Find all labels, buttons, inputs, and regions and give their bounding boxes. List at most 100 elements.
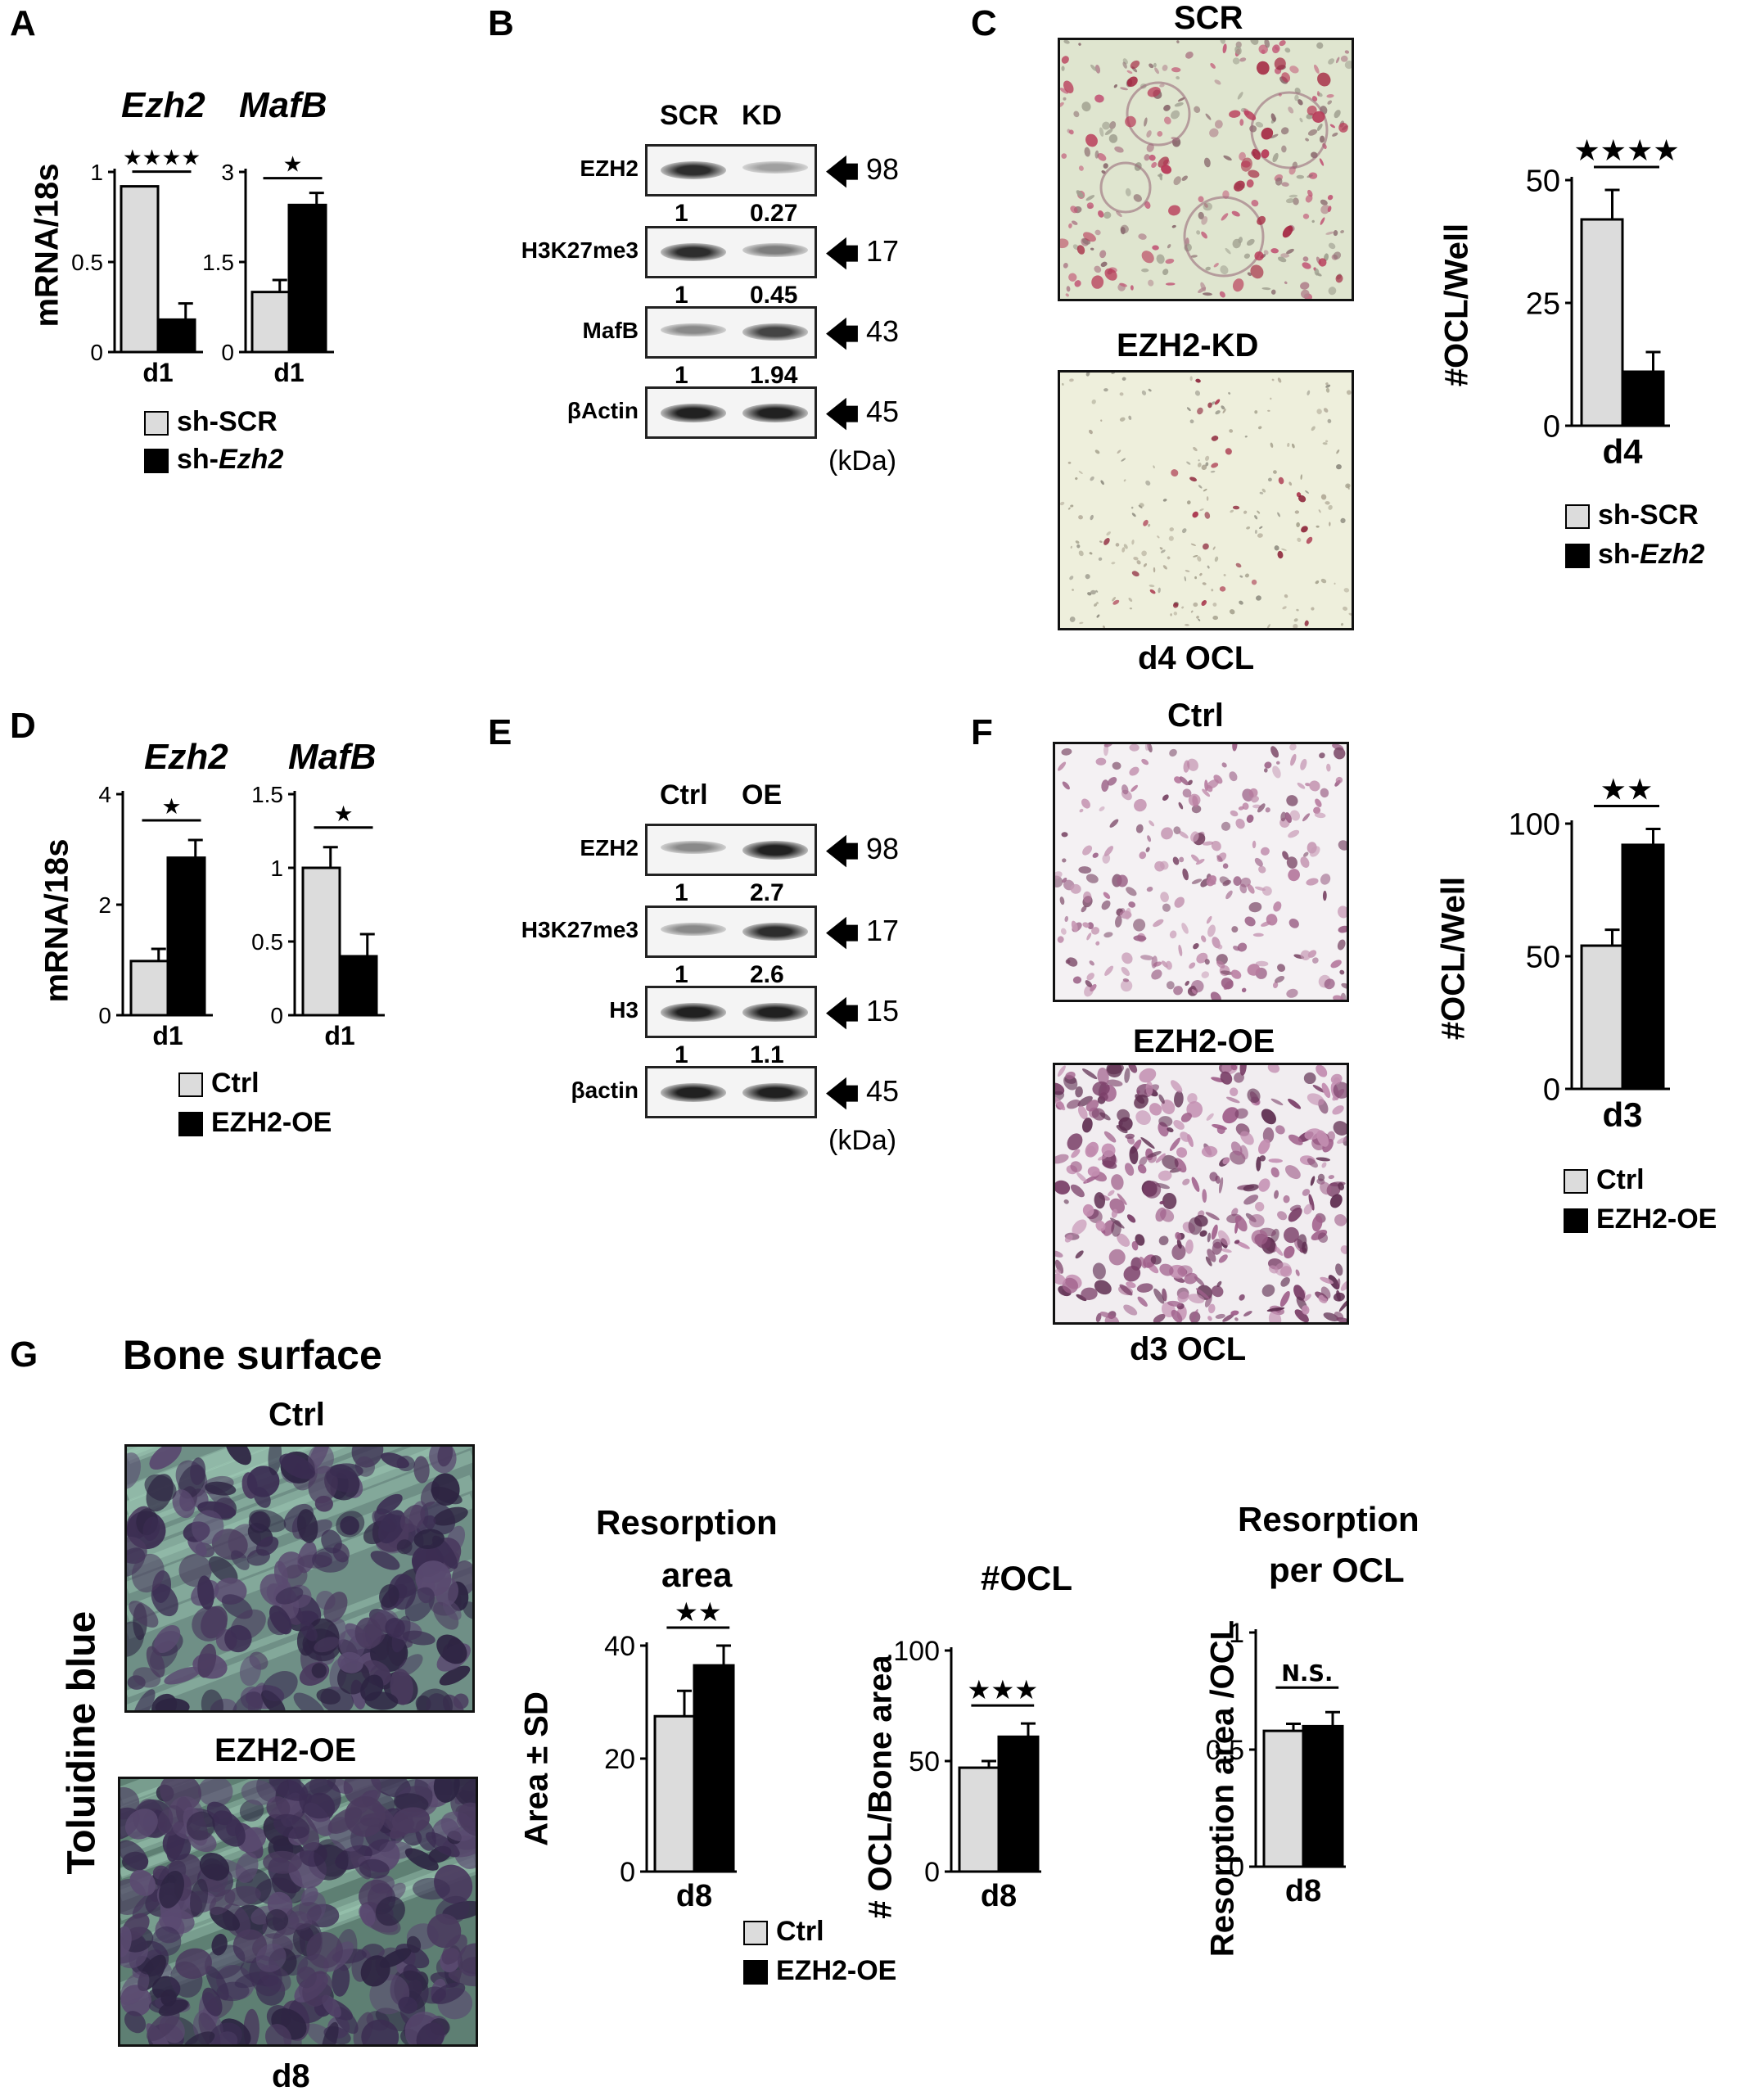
c-photo1-cell — [1149, 63, 1154, 69]
f-photo1-cell — [1067, 957, 1078, 967]
f-photo2-cell — [1334, 1311, 1344, 1320]
g-photo2-cell — [263, 1850, 302, 1874]
c-photo2-cell — [1079, 621, 1084, 625]
c-photo2-cell — [1274, 545, 1279, 551]
f-photo1-cell — [1103, 932, 1113, 938]
g-photo1-cell — [232, 1691, 264, 1710]
d-chart1-title: Ezh2 — [144, 737, 228, 777]
c-photo1-cell — [1094, 150, 1099, 159]
f-photo1-cell — [1252, 933, 1264, 937]
g-photo1-cell — [463, 1601, 472, 1619]
f-photo1-cell — [1306, 878, 1319, 886]
f-photo1-cell — [1289, 810, 1301, 821]
b-band-2-1 — [742, 323, 808, 341]
c-photo1-cell — [1318, 258, 1327, 267]
f-photo2-cell — [1333, 1292, 1345, 1302]
f-photo1-cell — [1303, 851, 1309, 857]
c-photo1-cell — [1316, 123, 1323, 131]
b-band-0-0 — [661, 161, 726, 179]
c-photo1-cell — [1094, 65, 1101, 74]
g-chart1-title-line2: area — [661, 1556, 733, 1594]
g-photo2-cell — [458, 1802, 476, 1837]
c-photo1-cell — [1247, 272, 1252, 277]
c-photo1-cell — [1328, 242, 1336, 250]
c-photo2-cell — [1192, 511, 1198, 518]
c-photo1-cell — [1281, 145, 1287, 153]
f-photo1-cell — [1181, 923, 1189, 934]
f-photo1-cell — [1213, 775, 1223, 784]
c-photo2-cell — [1322, 442, 1328, 445]
c-photo2-cell — [1075, 476, 1078, 481]
f-photo2-cell — [1243, 1311, 1252, 1316]
c-photo2-cell — [1277, 377, 1282, 383]
c-photo1-cell — [1103, 211, 1112, 219]
c-photo2-cell — [1306, 536, 1313, 544]
f-photo1-cell — [1108, 777, 1117, 786]
c-photo2-cell — [1306, 390, 1311, 395]
c-photo1-cell — [1237, 92, 1243, 100]
g-photo2-cell — [241, 1780, 277, 1805]
f-photo2-cell — [1162, 1154, 1179, 1170]
f-photo2-cell — [1295, 1269, 1300, 1276]
f-photo1-cell — [1060, 928, 1067, 935]
g-photo2-cell — [157, 1805, 186, 1836]
f-photo2-cell — [1119, 1284, 1133, 1296]
f-photo1-cell — [1078, 866, 1092, 874]
f-photo1-cell — [1338, 840, 1347, 851]
e-blot-box-3 — [645, 1066, 817, 1118]
c-photo2-cell — [1189, 476, 1198, 482]
c-photo1-cell — [1302, 256, 1309, 262]
c-photo1-cell — [1252, 148, 1261, 160]
c-photo1-cell — [1099, 127, 1104, 137]
f-photo1-cell — [1125, 907, 1131, 920]
f-photo1-cell — [1174, 896, 1185, 908]
g-photo1-cell — [201, 1689, 223, 1710]
f-photo2-cell — [1150, 1255, 1162, 1265]
g-photo2-cell — [296, 1966, 317, 1989]
f-photo2-cell — [1234, 1072, 1244, 1083]
c-chart-ytick-label-0: 50 — [1526, 164, 1560, 198]
c-legend-treat-swatch — [1565, 544, 1590, 568]
g-photo1-cell — [293, 1692, 326, 1710]
c-photo2-cell — [1340, 622, 1344, 626]
g-photo2-cell — [183, 2031, 215, 2044]
c-photo1-cell — [1198, 211, 1204, 219]
f-photo2-cell — [1268, 1311, 1282, 1322]
f-photo2-cell — [1207, 1249, 1216, 1262]
c-photo1-cell — [1306, 105, 1317, 115]
c-photo1-cell — [1177, 97, 1185, 102]
f-photo2-cell — [1336, 1278, 1341, 1289]
c-photo1-cell — [1316, 42, 1324, 49]
f-photo2-cell — [1075, 1250, 1084, 1259]
c-photo1-cell — [1243, 111, 1257, 121]
f-photo2-cell — [1190, 1308, 1198, 1322]
f-photo2-cell — [1136, 1283, 1153, 1293]
f-photo1-cell — [1300, 950, 1311, 960]
c-photo1-cell — [1146, 130, 1152, 138]
f-photo2-cell — [1326, 1131, 1335, 1142]
g-photo2-cell — [120, 1971, 150, 2006]
f-photo1-cell — [1261, 886, 1272, 896]
e-col-1: OE — [742, 779, 783, 811]
c-bottom-title: EZH2-KD — [1117, 327, 1259, 364]
f-photo1-cell — [1210, 991, 1221, 1000]
f-photo1-cell — [1178, 831, 1189, 839]
g-photo1-cell — [436, 1634, 467, 1664]
f-photo1-cell — [1121, 784, 1129, 795]
c-photo1-cell — [1338, 122, 1348, 133]
c-photo2-cell — [1100, 419, 1103, 422]
g-photo2-cell — [327, 1807, 363, 1834]
g-chart1-xtick-label: d8 — [676, 1879, 712, 1913]
c-photo2-cell — [1078, 550, 1084, 557]
c-photo2-cell — [1060, 501, 1065, 506]
b-arrow-icon-1: 🡄 — [825, 236, 860, 273]
f-photo2-cell — [1135, 1234, 1145, 1246]
f-photo1-cell — [1188, 793, 1201, 806]
a-chart1-bar-ctrl — [120, 185, 160, 354]
e-quant-1-0: 1 — [675, 961, 688, 988]
f-photo2-cell — [1284, 1245, 1295, 1259]
g-photo2-cell — [151, 1926, 182, 1956]
c-photo2-cell — [1211, 463, 1219, 468]
b-blot-box-1 — [645, 226, 817, 278]
c-photo2-cell — [1297, 537, 1302, 543]
